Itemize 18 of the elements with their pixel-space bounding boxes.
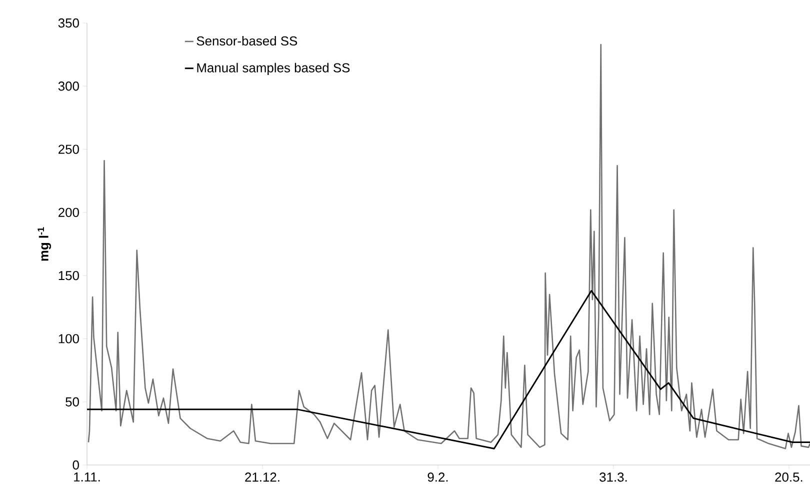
x-tick-label: 31.3.	[600, 472, 627, 482]
line-series	[86, 290, 810, 450]
legend-label: Sensor-based SS	[196, 36, 298, 46]
x-tick-label: 21.12.	[245, 472, 280, 482]
y-tick-label: 50	[66, 397, 79, 406]
y-tick-label: 300	[58, 82, 79, 91]
legend-label: Manual samples based SS	[197, 62, 350, 75]
x-tick-label: 1.11.	[74, 472, 100, 482]
line-series	[88, 44, 810, 450]
x-tick-label: 20.5.	[775, 472, 802, 482]
y-tick-label: 200	[58, 208, 79, 218]
x-tick-label: 9.2.	[428, 472, 448, 482]
y-tick-label: 100	[58, 334, 79, 344]
y-tick-label: 350	[58, 18, 79, 28]
y-tick-label: 0	[72, 460, 79, 470]
y-tick-label: 150	[58, 270, 79, 280]
y-axis-title: mg l$^{-1}$	[38, 227, 52, 261]
y-tick-label: 250	[58, 144, 79, 154]
